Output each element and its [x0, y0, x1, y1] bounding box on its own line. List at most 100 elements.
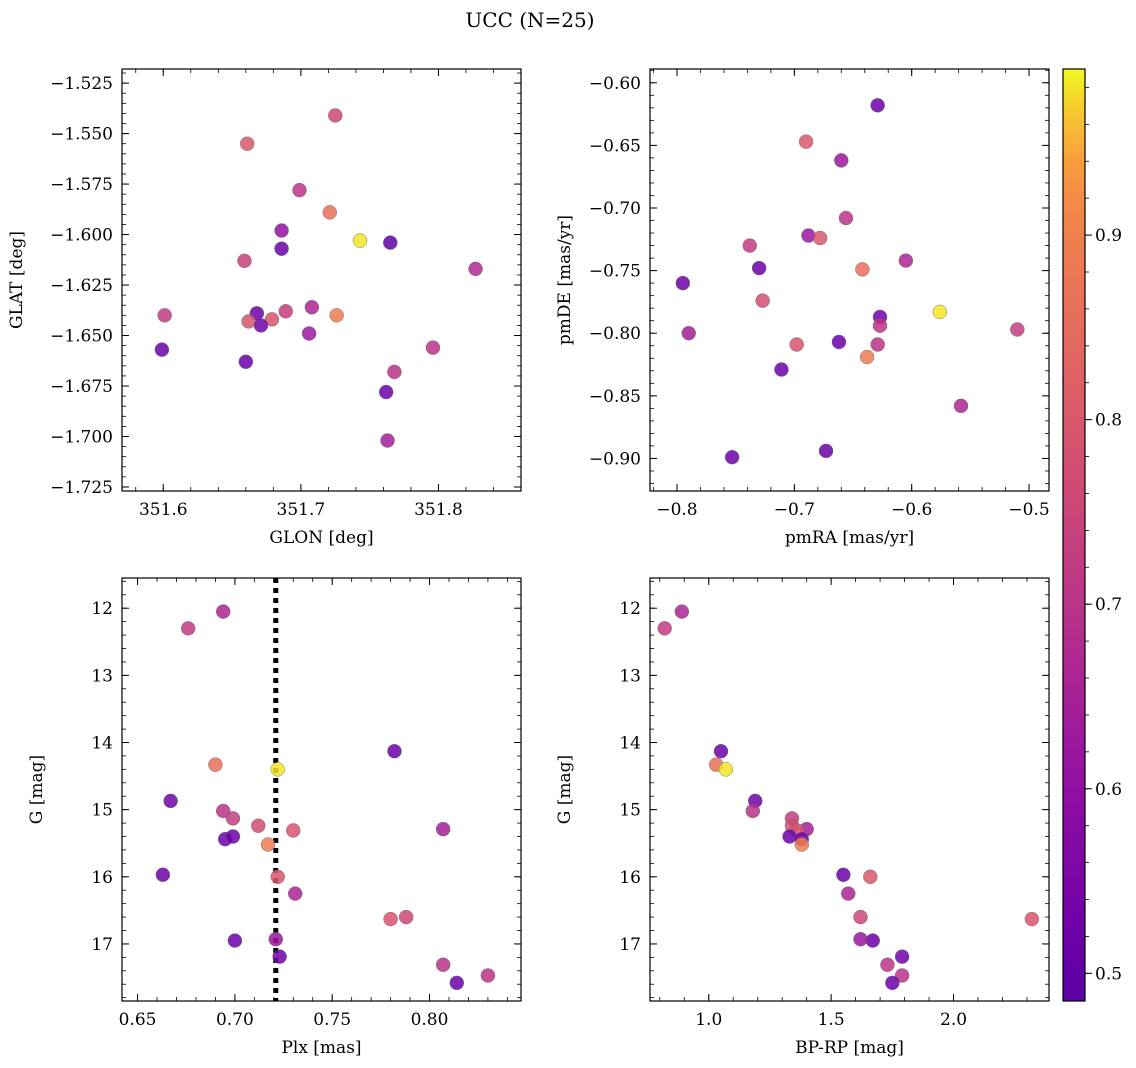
y-tick-label: −0.80 [589, 324, 641, 344]
points [154, 108, 483, 448]
y-tick-label: 16 [619, 868, 641, 888]
data-point [241, 314, 256, 329]
x-tick-label: −0.6 [891, 500, 932, 520]
data-point [865, 933, 880, 948]
data-point [681, 326, 696, 341]
data-point [425, 340, 441, 355]
y-axis-label: G [mag] [27, 755, 47, 824]
colorbar-tick-label: 0.8 [1095, 411, 1122, 431]
x-tick-label: −0.7 [774, 500, 815, 520]
y-tick-label: 12 [619, 599, 641, 619]
y-tick-label: −1.550 [50, 125, 113, 145]
points [657, 604, 1040, 991]
data-point [435, 957, 451, 972]
data-point [798, 134, 814, 149]
data-point [237, 253, 252, 269]
x-tick-label: 0.65 [119, 1010, 157, 1030]
y-tick-label: −0.75 [589, 262, 641, 282]
data-point [855, 262, 870, 277]
x-axis-label: BP-RP [mag] [795, 1038, 904, 1058]
data-point [286, 823, 301, 838]
panel-pmra-pmde: −0.8 −0.7 −0.6 −0.5 −0.60 −0.65 −0.70 −0.75 −0.8… [555, 68, 1050, 548]
data-point [272, 949, 287, 964]
colorbar: 0.5 0.6 0.7 0.8 0.9 [1062, 68, 1122, 1002]
data-point [329, 308, 344, 323]
data-point [841, 886, 856, 901]
y-tick-label: −0.90 [589, 449, 641, 469]
x-tick-label: 0.75 [313, 1010, 351, 1030]
y-tick-label: −1.525 [50, 74, 113, 94]
y-axis-label: GLAT [deg] [7, 231, 27, 329]
x-tick-label: −0.5 [1008, 500, 1049, 520]
data-point [818, 443, 834, 459]
data-point [480, 968, 496, 983]
data-point [274, 223, 289, 238]
data-point [328, 108, 343, 123]
figure-title: UCC (N=25) [465, 8, 594, 32]
data-point [782, 829, 797, 844]
data-point [751, 260, 767, 276]
data-point [216, 803, 231, 819]
data-point [872, 318, 888, 333]
data-point [675, 275, 691, 291]
y-tick-label: 12 [91, 599, 113, 619]
data-point [838, 210, 854, 226]
data-point [774, 362, 789, 377]
data-point [713, 744, 729, 759]
x-tick-label: 351.6 [139, 500, 188, 520]
data-point [789, 337, 804, 352]
data-point [322, 205, 337, 220]
data-point [180, 621, 196, 636]
data-point [352, 233, 368, 248]
data-point [885, 975, 900, 991]
data-point [301, 326, 317, 341]
data-point [387, 744, 402, 759]
panel-glon-glat: 351.6 351.7 351.8 −1.525 −1.550 −1.575 −1.600 −… [7, 68, 522, 548]
axes-frame [121, 68, 522, 492]
data-point [292, 182, 307, 198]
data-point [387, 364, 402, 380]
data-point [216, 604, 231, 619]
x-tick-label: 0.80 [411, 1010, 449, 1030]
data-point [155, 867, 171, 882]
data-point [1024, 911, 1040, 927]
data-point [894, 949, 910, 964]
y-tick-label: 13 [619, 666, 641, 686]
data-point [718, 762, 734, 777]
data-point [898, 253, 914, 268]
y-tick-label: 14 [91, 734, 113, 754]
x-tick-label: 2.0 [940, 1010, 967, 1030]
data-point [794, 837, 809, 852]
data-point [894, 968, 910, 983]
y-tick-label: −0.65 [589, 136, 641, 156]
panel-plx-g: 0.65 0.70 0.75 0.80 12 13 14 15 16 17 Plx [mas] G [… [27, 577, 522, 1058]
y-tick-label: −0.85 [589, 387, 641, 407]
colorbar-gradient [1062, 68, 1086, 1002]
colorbar-tick-label: 0.9 [1095, 226, 1122, 246]
axes-frame [649, 68, 1050, 492]
x-axis-label: GLON [deg] [269, 528, 373, 548]
x-tick-label: 1.0 [695, 1010, 722, 1030]
data-point [380, 433, 395, 448]
x-axis-label: pmRA [mas/yr] [785, 528, 914, 548]
data-point [227, 933, 243, 948]
data-point [225, 811, 241, 826]
y-tick-label: 14 [619, 734, 641, 754]
data-point [260, 837, 276, 852]
data-point [853, 932, 868, 947]
data-point [834, 153, 849, 168]
y-tick-label: 15 [619, 801, 641, 821]
axes-frame [121, 577, 522, 1002]
data-point [270, 869, 285, 884]
y-axis-label: G [mag] [555, 755, 575, 824]
data-point [870, 98, 885, 113]
data-point [674, 604, 690, 619]
axes-frame [649, 577, 1050, 1002]
x-tick-label: 1.5 [818, 1010, 845, 1030]
data-point [378, 384, 394, 400]
data-point [449, 975, 464, 991]
x-tick-label: 351.7 [277, 500, 326, 520]
data-point [468, 261, 483, 277]
y-tick-label: −1.575 [50, 175, 113, 195]
